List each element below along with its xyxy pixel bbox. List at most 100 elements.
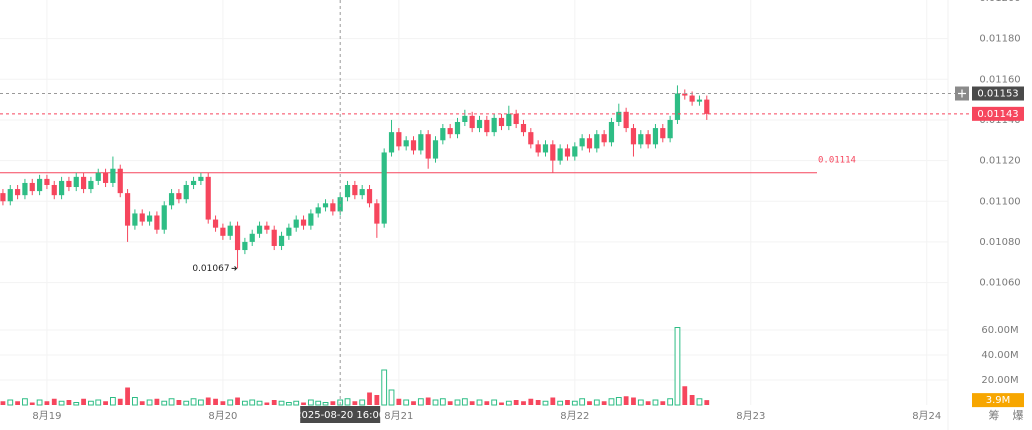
volume-bar [110, 397, 116, 406]
candle-body [535, 144, 541, 153]
volume-bar [249, 399, 256, 406]
volume-badge-label: 3.9M [986, 395, 1011, 406]
level-label: 0.01114 [818, 155, 856, 165]
volume-bar [367, 392, 372, 405]
candle-body [102, 172, 109, 183]
candle-body [0, 193, 6, 202]
candle-body [161, 205, 167, 230]
candle-body [7, 189, 13, 202]
volume-bar [615, 397, 622, 406]
x-tick-label: 8月24 [912, 410, 941, 422]
volume-bar [565, 400, 570, 405]
crosshair-x-badge [300, 406, 381, 423]
volume-bar [88, 400, 94, 406]
candle-body [491, 117, 497, 133]
volume-bar [505, 400, 512, 406]
candle-body [550, 144, 556, 161]
volume-bar [608, 398, 615, 406]
volume-bar [674, 327, 681, 406]
candle-body [198, 176, 204, 181]
volume-bar [264, 402, 270, 405]
candle-body [80, 176, 87, 190]
candle-body [542, 144, 549, 153]
add-alert-button[interactable] [955, 86, 969, 101]
candle-body [652, 128, 659, 145]
volume-bar [454, 399, 461, 406]
candle-body [359, 189, 365, 196]
volume-bar [168, 398, 175, 406]
candle-body [315, 207, 321, 214]
candle-body [183, 184, 189, 200]
tool-label[interactable]: 爆 [1013, 408, 1024, 422]
volume-bar [682, 386, 688, 405]
volume-bar [293, 400, 300, 406]
volume-bar [154, 398, 160, 405]
volume-bar [271, 400, 277, 405]
volume-bar [432, 399, 439, 406]
candle-body [418, 134, 424, 151]
low-label: 0.01067 [192, 264, 229, 274]
candle-body [168, 193, 175, 206]
plus-icon [958, 89, 966, 98]
volume-bar [256, 400, 263, 406]
volume-bar [22, 398, 28, 406]
candle-body [440, 128, 446, 141]
y-tick-label: 0.01080 [979, 237, 1020, 248]
candle-body [396, 132, 402, 147]
volume-bar [491, 399, 498, 406]
volume-bar [81, 398, 86, 405]
candle-body [66, 180, 72, 188]
candle-body [366, 189, 373, 204]
candle-body [352, 184, 358, 196]
volume-bar [73, 402, 80, 406]
crosshair-y-badge [972, 86, 1024, 101]
volume-bar [15, 401, 20, 405]
x-tick-label: 8月19 [32, 410, 61, 422]
volume-bar [476, 399, 483, 406]
candle-body [432, 140, 439, 159]
volume-bar [344, 398, 351, 406]
volume-bar [417, 398, 424, 406]
volume-bar [579, 398, 586, 406]
candle-body [410, 140, 417, 151]
volume-bar [637, 399, 644, 406]
volume-bar [587, 401, 592, 405]
volume-bar [535, 400, 541, 405]
volume-bar [301, 402, 306, 405]
candle-body [601, 134, 607, 143]
candle-body [205, 176, 211, 220]
volume-bar [528, 398, 534, 405]
volume-bar [521, 401, 526, 405]
volume-bar [623, 396, 629, 405]
candle-body [513, 113, 519, 125]
tool-label[interactable]: 筹 [989, 408, 1000, 422]
candle-body [271, 229, 277, 246]
volume-bar [183, 400, 190, 406]
candle-body [447, 128, 453, 135]
candle-body [462, 115, 468, 122]
volume-bar [439, 398, 446, 406]
volume-bar [557, 400, 564, 406]
volume-bar [132, 397, 138, 406]
volume-bar [213, 398, 218, 405]
volume-bar [66, 400, 72, 405]
low-arrow [231, 265, 238, 271]
candle-body [330, 203, 336, 212]
volume-bar [352, 401, 358, 405]
candle-body [689, 95, 695, 102]
candle-body [682, 93, 688, 96]
candle-body [704, 99, 710, 114]
volume-bar [161, 400, 168, 406]
grid [0, 0, 948, 405]
volume-bar [631, 397, 636, 405]
candle-body [293, 219, 299, 228]
volume-bar [411, 401, 416, 405]
y-tick-label: 20.00M [981, 375, 1018, 386]
volume-bar [139, 401, 145, 405]
volume-bar [513, 400, 519, 405]
candle-body [176, 193, 182, 200]
candle-body [242, 241, 248, 251]
candle-body [110, 168, 116, 183]
y-tick-label: 0.01060 [979, 278, 1020, 289]
candle-body [660, 128, 666, 139]
